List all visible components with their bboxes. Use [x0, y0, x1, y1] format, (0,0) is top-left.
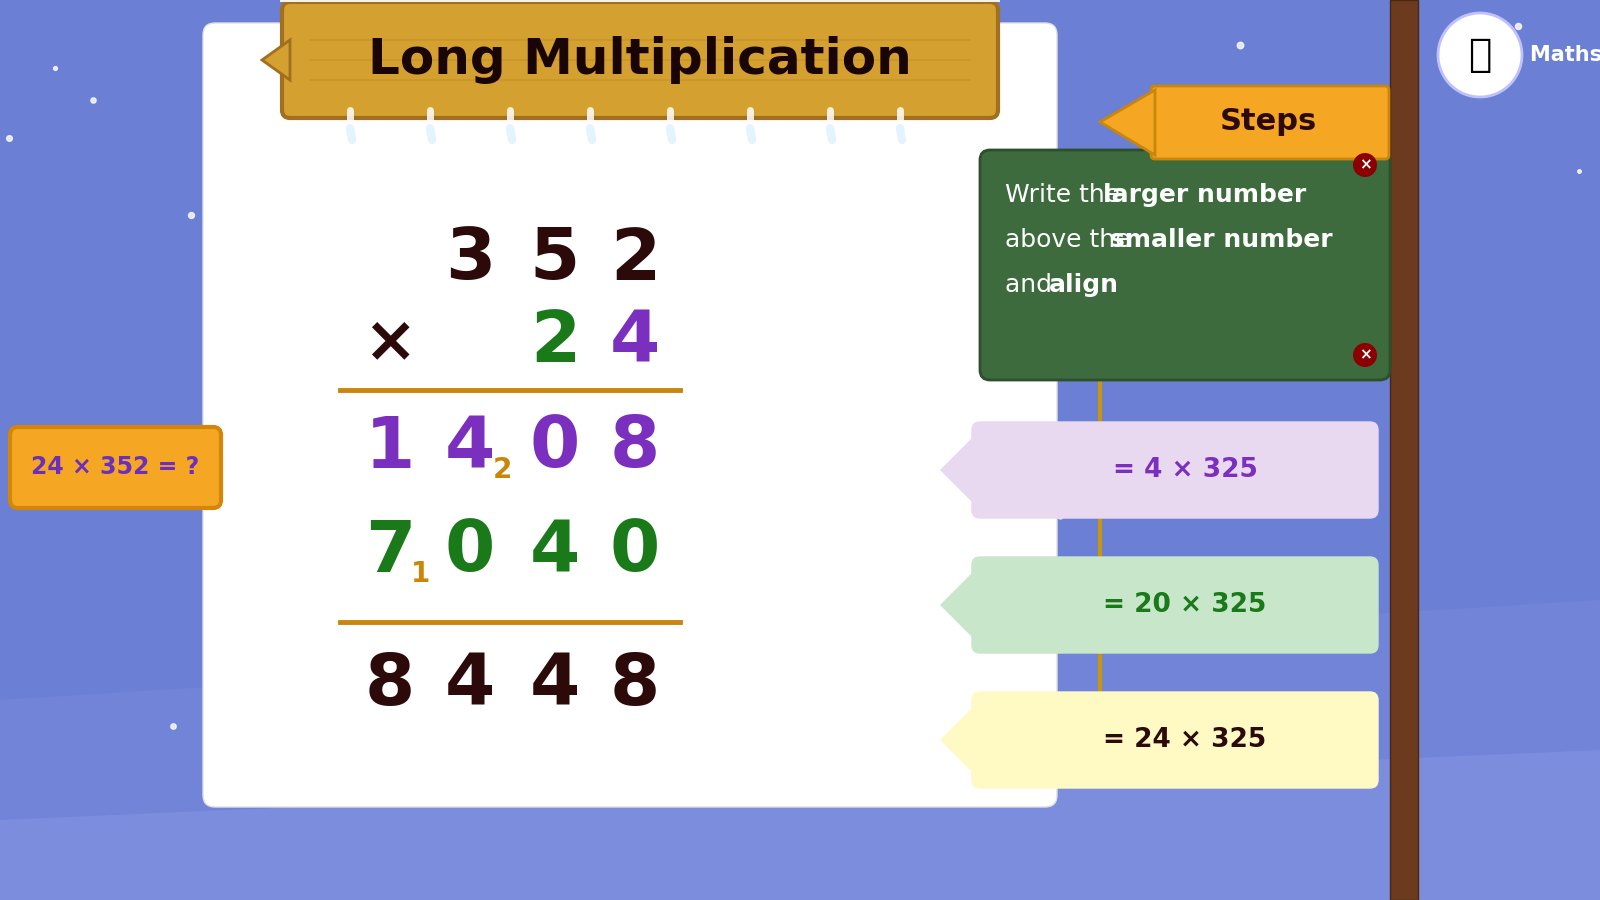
FancyBboxPatch shape [973, 422, 1378, 518]
Text: 7: 7 [365, 518, 414, 587]
Text: ×: × [1358, 158, 1371, 173]
Text: 2: 2 [530, 308, 581, 376]
Text: 0: 0 [610, 518, 661, 587]
Text: 2: 2 [610, 226, 661, 294]
Text: and: and [1005, 273, 1059, 297]
Text: 1: 1 [365, 413, 414, 482]
Text: Maths Angel: Maths Angel [1530, 45, 1600, 65]
Text: ×: × [1358, 347, 1371, 363]
Polygon shape [941, 700, 979, 780]
Text: 8: 8 [610, 651, 661, 719]
Text: 1: 1 [410, 560, 430, 588]
Text: = 20 × 325: = 20 × 325 [1104, 592, 1267, 618]
Text: smaller number: smaller number [1110, 228, 1333, 252]
Text: 🦊: 🦊 [1469, 36, 1491, 74]
Text: ×: × [363, 311, 416, 373]
FancyBboxPatch shape [1150, 86, 1389, 159]
Text: Long Multiplication: Long Multiplication [368, 36, 912, 84]
Text: 4: 4 [445, 651, 494, 719]
Polygon shape [0, 600, 1600, 900]
Polygon shape [941, 430, 979, 510]
Text: 4: 4 [445, 413, 494, 482]
Text: 2: 2 [493, 456, 512, 484]
Text: Write the: Write the [1005, 183, 1128, 207]
Text: 0: 0 [530, 413, 581, 482]
FancyBboxPatch shape [10, 427, 221, 508]
Text: align: align [1050, 273, 1118, 297]
Text: 8: 8 [365, 651, 414, 719]
Text: 4: 4 [530, 518, 581, 587]
Text: 8: 8 [610, 413, 661, 482]
FancyBboxPatch shape [203, 23, 1058, 807]
Text: 24 × 352 = ?: 24 × 352 = ? [30, 455, 198, 479]
FancyBboxPatch shape [1390, 0, 1418, 900]
Text: 3: 3 [445, 226, 494, 294]
Polygon shape [280, 0, 1000, 2]
Text: Steps: Steps [1219, 107, 1317, 137]
FancyBboxPatch shape [973, 692, 1378, 788]
Text: = 24 × 325: = 24 × 325 [1104, 727, 1267, 753]
Circle shape [1354, 343, 1378, 367]
FancyBboxPatch shape [979, 150, 1390, 380]
Text: 5: 5 [530, 226, 581, 294]
Circle shape [1354, 153, 1378, 177]
Polygon shape [262, 40, 290, 80]
Polygon shape [1101, 90, 1155, 155]
Text: larger number: larger number [1102, 183, 1306, 207]
Text: = 4 × 325: = 4 × 325 [1112, 457, 1258, 483]
Text: 4: 4 [530, 651, 581, 719]
Text: 4: 4 [610, 308, 661, 376]
FancyBboxPatch shape [973, 557, 1378, 653]
Circle shape [1438, 13, 1522, 97]
Text: above the: above the [1005, 228, 1139, 252]
Polygon shape [941, 565, 979, 645]
Text: 0: 0 [445, 518, 494, 587]
Polygon shape [0, 750, 1600, 900]
FancyBboxPatch shape [282, 2, 998, 118]
